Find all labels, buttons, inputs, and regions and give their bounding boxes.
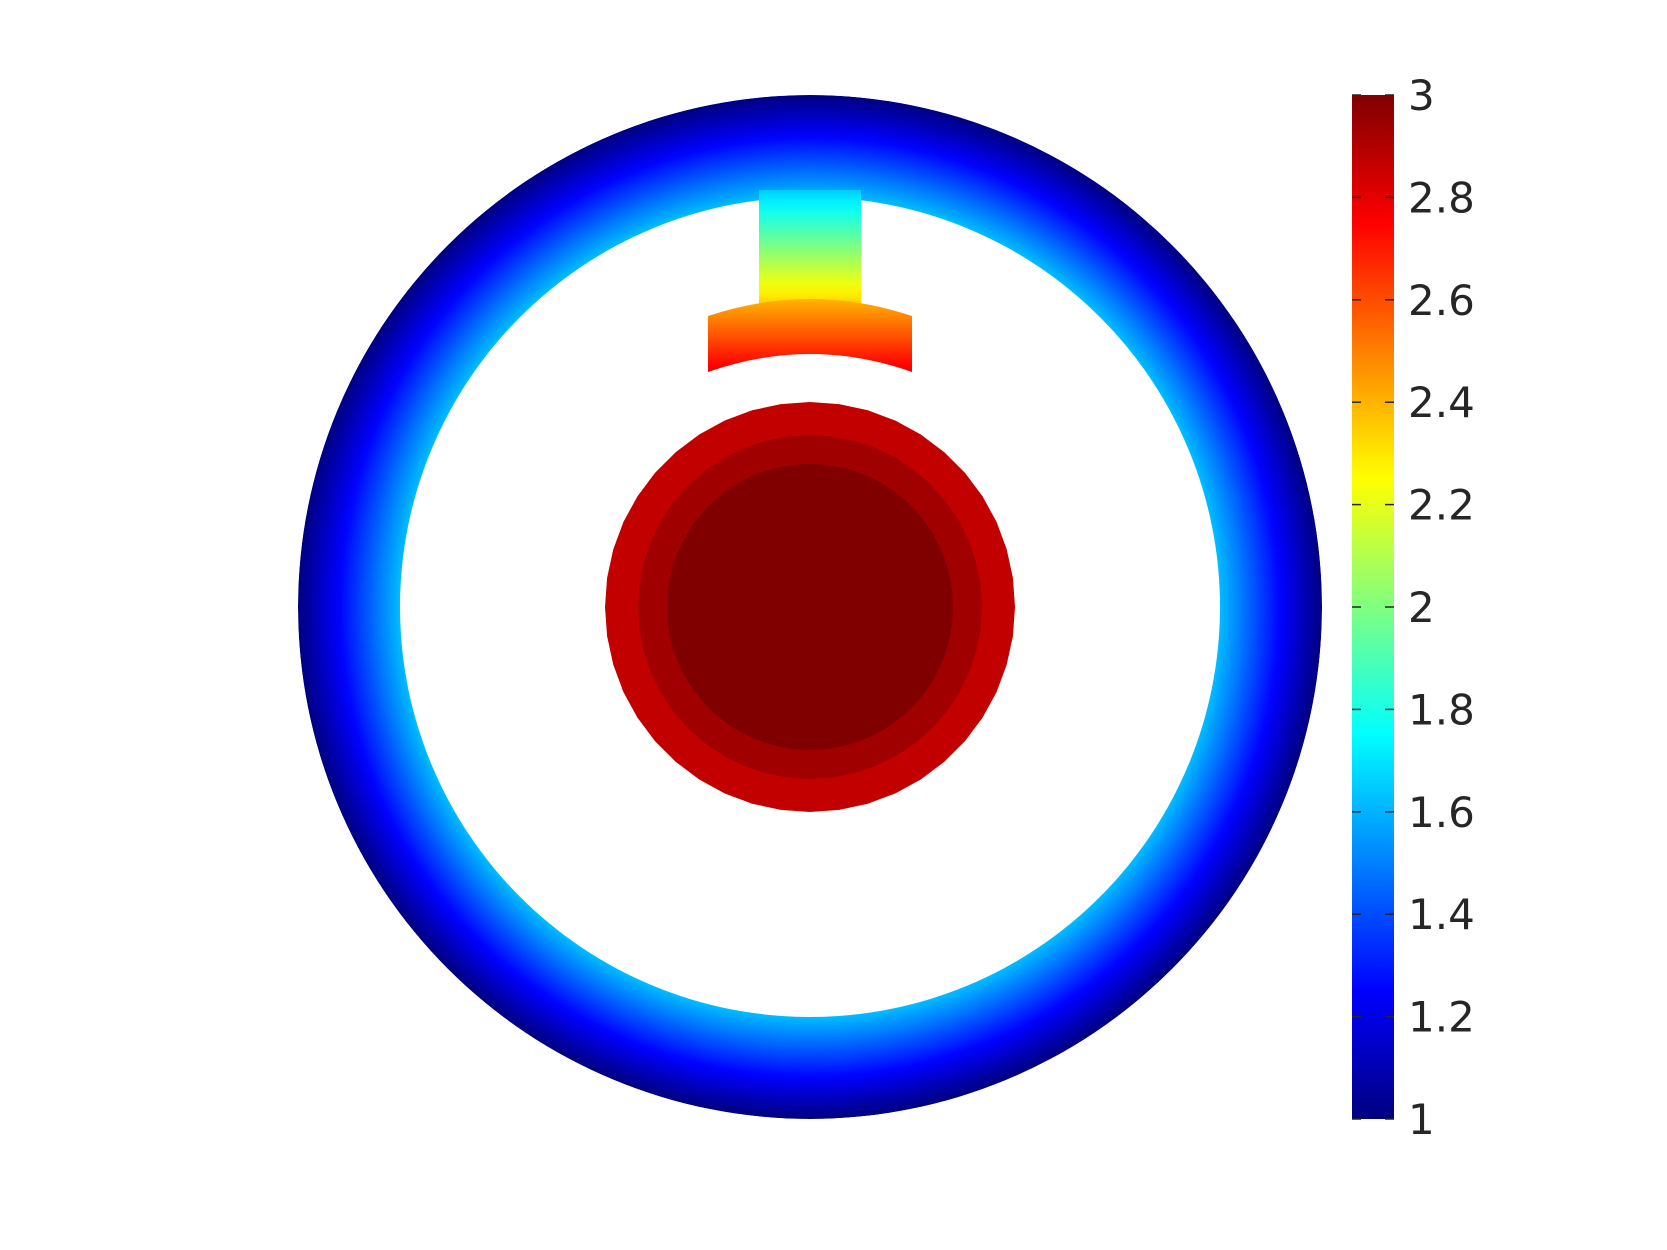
colorbar-tick-label: 2.8 [1408, 173, 1475, 222]
colorbar-tick-label: 2.2 [1408, 481, 1475, 530]
colorbar-tick-label: 1.4 [1408, 890, 1475, 939]
central-disc-core [667, 464, 953, 750]
colorbar-tick-label: 2 [1408, 583, 1435, 632]
colorbar-tick-label: 3 [1408, 71, 1435, 120]
plot-area [298, 95, 1322, 1119]
colorbar-tick-label: 1.8 [1408, 685, 1475, 734]
colorbar-tick-label: 1.6 [1408, 788, 1475, 837]
colorbar-ticks: 1 1.2 1.4 1.6 1.8 2 2.2 2.4 2.6 2.8 3 [1352, 71, 1475, 1144]
colorbar-tick-label: 1.2 [1408, 993, 1475, 1042]
colorbar-tick-label: 2.6 [1408, 276, 1475, 325]
colorbar: 1 1.2 1.4 1.6 1.8 2 2.2 2.4 2.6 2.8 3 [1352, 71, 1475, 1144]
colorbar-tick-label: 1 [1408, 1095, 1435, 1144]
connector-stem-region [759, 190, 861, 307]
colorbar-tick-label: 2.4 [1408, 378, 1475, 427]
arc-pole-tip-region [708, 299, 912, 372]
